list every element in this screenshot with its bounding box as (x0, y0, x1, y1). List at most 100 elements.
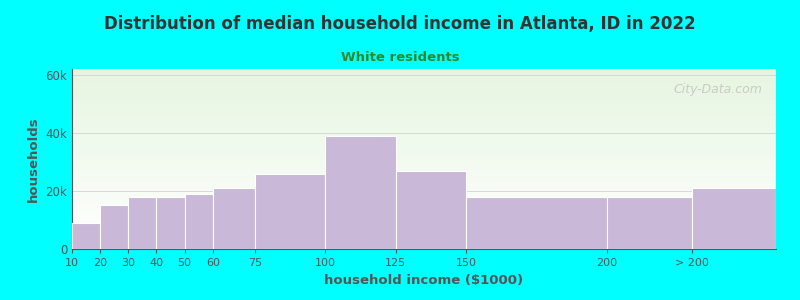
Bar (100, 206, 128, 249)
Bar (72, 245, 776, 247)
Bar (72, 215, 776, 217)
Bar (72, 100, 776, 101)
Bar (72, 204, 776, 206)
Bar (255, 173, 326, 249)
Bar (72, 184, 776, 186)
Bar (72, 218, 776, 220)
Bar (72, 177, 776, 179)
Bar (466, 197, 607, 249)
Bar (72, 127, 776, 128)
Text: City-Data.com: City-Data.com (673, 83, 762, 96)
Bar (72, 238, 776, 240)
Bar (72, 208, 776, 209)
Bar (72, 146, 776, 148)
Bar (213, 188, 255, 249)
Bar (72, 220, 776, 222)
Bar (72, 173, 776, 175)
Bar (128, 197, 157, 249)
Bar (607, 197, 691, 249)
Bar (72, 114, 776, 116)
Bar (72, 110, 776, 112)
Bar (157, 197, 185, 249)
Bar (72, 91, 776, 92)
Bar (72, 148, 776, 150)
Bar (72, 119, 776, 121)
Bar (72, 211, 776, 213)
Bar (72, 233, 776, 235)
Bar (72, 168, 776, 170)
Bar (72, 172, 776, 173)
Bar (72, 107, 776, 109)
Bar (72, 89, 776, 91)
Bar (72, 136, 776, 137)
Bar (72, 121, 776, 123)
Bar (72, 152, 776, 154)
Bar (72, 164, 776, 166)
Bar (72, 96, 776, 98)
Bar (72, 224, 776, 226)
Bar (72, 229, 776, 231)
Bar (72, 179, 776, 181)
Bar (72, 123, 776, 125)
Y-axis label: households: households (27, 116, 40, 202)
Bar (72, 166, 776, 168)
Bar (72, 191, 776, 193)
Bar (72, 128, 776, 130)
Bar (72, 137, 776, 139)
Bar (72, 213, 776, 215)
Bar (72, 247, 776, 249)
Bar (72, 74, 776, 76)
Bar (72, 118, 776, 119)
Bar (72, 141, 776, 143)
Bar (72, 155, 776, 157)
Bar (72, 161, 776, 163)
Bar (72, 190, 776, 191)
Bar (72, 182, 776, 184)
Bar (72, 195, 776, 197)
Bar (72, 186, 776, 188)
Bar (72, 69, 776, 71)
Bar (72, 143, 776, 145)
Bar (72, 130, 776, 132)
Bar (72, 159, 776, 161)
Bar (72, 206, 776, 208)
Bar (72, 226, 776, 227)
Bar (72, 188, 776, 190)
Bar (72, 209, 776, 211)
Bar (72, 150, 776, 152)
Bar (72, 71, 776, 73)
Text: Distribution of median household income in Atlanta, ID in 2022: Distribution of median household income … (104, 15, 696, 33)
Bar (72, 145, 776, 146)
Bar (72, 98, 776, 100)
Bar (72, 202, 776, 204)
X-axis label: household income ($1000): household income ($1000) (325, 274, 523, 286)
Bar (72, 80, 776, 82)
Bar (72, 244, 776, 245)
Bar (72, 94, 776, 96)
Bar (72, 197, 776, 199)
Bar (72, 199, 776, 200)
Bar (72, 231, 776, 233)
Bar (72, 154, 776, 155)
Bar (72, 134, 776, 136)
Bar (72, 163, 776, 164)
Bar (72, 92, 776, 94)
Bar (691, 188, 776, 249)
Bar (326, 136, 396, 249)
Bar (72, 181, 776, 182)
Bar (72, 125, 776, 127)
Bar (72, 73, 776, 74)
Bar (72, 101, 776, 103)
Bar (72, 235, 776, 236)
Bar (72, 222, 776, 224)
Bar (185, 194, 213, 249)
Bar (72, 217, 776, 218)
Bar (72, 76, 776, 78)
Bar (72, 85, 776, 87)
Bar (72, 223, 100, 249)
Bar (72, 236, 776, 238)
Bar (72, 240, 776, 242)
Bar (72, 132, 776, 134)
Bar (72, 193, 776, 195)
Bar (72, 157, 776, 159)
